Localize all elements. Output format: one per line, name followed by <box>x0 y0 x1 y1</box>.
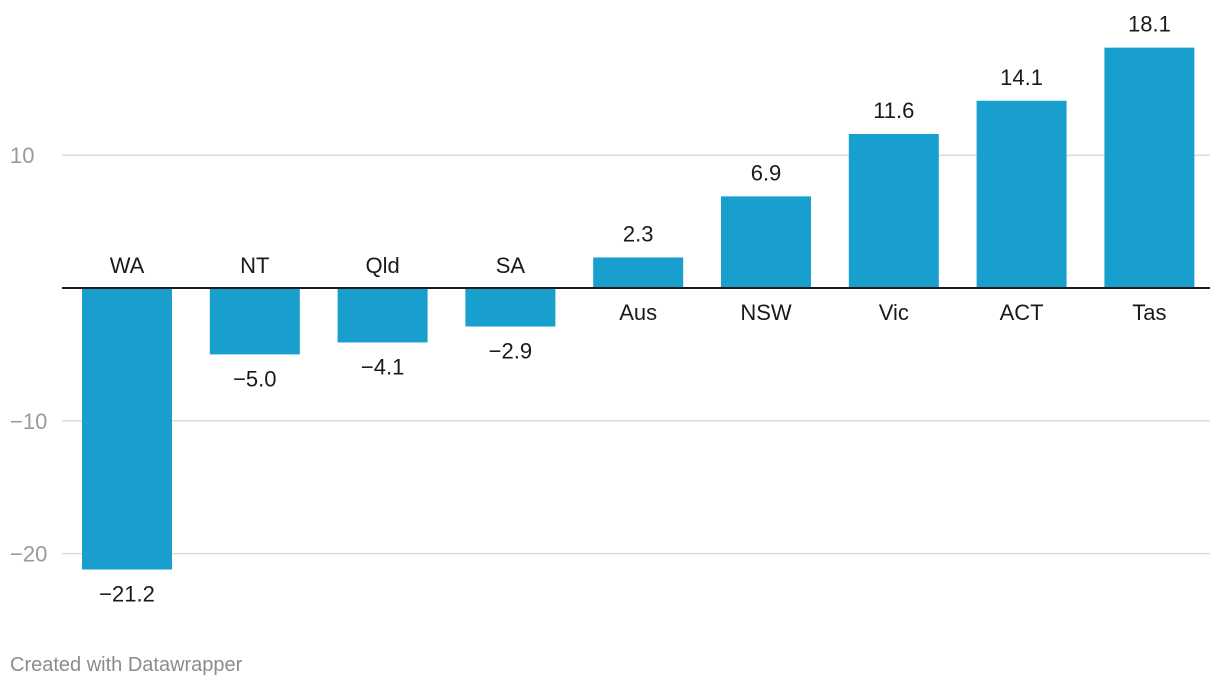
y-tick-label: −10 <box>10 409 47 434</box>
y-tick-label: −20 <box>10 542 47 567</box>
category-label: SA <box>496 253 526 278</box>
value-label: −4.1 <box>361 354 404 379</box>
category-label: Vic <box>879 300 909 325</box>
bar <box>976 100 1067 288</box>
category-label: NT <box>240 253 269 278</box>
value-label: −2.9 <box>489 339 532 364</box>
category-label: NSW <box>740 300 792 325</box>
value-label: −5.0 <box>233 366 276 391</box>
bar <box>337 288 428 343</box>
footer-credit: Created with Datawrapper <box>10 654 243 676</box>
bar <box>593 257 684 288</box>
value-label: 6.9 <box>751 160 782 185</box>
bars <box>82 47 1195 570</box>
category-label: WA <box>110 253 145 278</box>
bar <box>1104 47 1195 288</box>
value-label: −21.2 <box>99 582 155 607</box>
bar <box>209 288 300 355</box>
value-label: 18.1 <box>1128 12 1171 37</box>
value-label: 14.1 <box>1000 65 1043 90</box>
y-tick-label: 10 <box>10 143 34 168</box>
category-label: Tas <box>1132 300 1166 325</box>
category-label: ACT <box>1000 300 1044 325</box>
category-label: Qld <box>365 253 399 278</box>
bar <box>848 133 939 288</box>
bar-chart: 10 −10 −20 WA −21.2 NT −5.0 Qld −4.1 SA −2.9 Aus 2.3… <box>10 12 1210 607</box>
bar <box>721 196 811 288</box>
value-label: 2.3 <box>623 221 654 246</box>
category-label: Aus <box>619 300 657 325</box>
bar <box>82 288 172 570</box>
bar <box>465 288 556 327</box>
value-label: 11.6 <box>873 98 914 123</box>
labels: 10 −10 −20 WA −21.2 NT −5.0 Qld −4.1 SA −2.9 Aus 2.3… <box>10 12 1210 607</box>
